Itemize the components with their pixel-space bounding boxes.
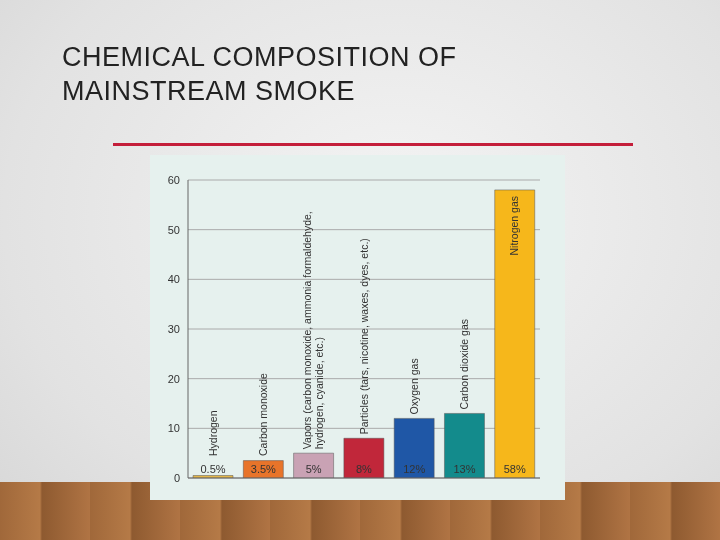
svg-text:3.5%: 3.5% bbox=[251, 463, 276, 475]
svg-text:0.5%: 0.5% bbox=[200, 463, 225, 475]
svg-text:Carbon dioxide gas: Carbon dioxide gas bbox=[458, 319, 470, 409]
svg-text:10: 10 bbox=[168, 422, 180, 434]
svg-text:Carbon monoxide: Carbon monoxide bbox=[257, 373, 269, 456]
svg-text:13%: 13% bbox=[453, 463, 475, 475]
svg-text:58%: 58% bbox=[504, 463, 526, 475]
svg-text:Vapors (carbon monoxide, ammon: Vapors (carbon monoxide, ammonia formald… bbox=[301, 211, 313, 449]
svg-text:40: 40 bbox=[168, 273, 180, 285]
svg-text:hydrogen, cyanide, etc.): hydrogen, cyanide, etc.) bbox=[313, 337, 325, 449]
svg-text:12%: 12% bbox=[403, 463, 425, 475]
svg-text:60: 60 bbox=[168, 174, 180, 186]
svg-text:0: 0 bbox=[174, 472, 180, 484]
svg-text:Nitrogen gas: Nitrogen gas bbox=[508, 196, 520, 256]
svg-text:Oxygen gas: Oxygen gas bbox=[408, 358, 420, 414]
svg-text:30: 30 bbox=[168, 323, 180, 335]
svg-text:Particles (tars, nicotine, wax: Particles (tars, nicotine, waxes, dyes, … bbox=[358, 238, 370, 434]
svg-text:20: 20 bbox=[168, 373, 180, 385]
html-text:CHEMICAL COMPOSITION OF MAINST: CHEMICAL COMPOSITION OF MAINSTREAM SMOKE bbox=[62, 42, 457, 106]
svg-text:5%: 5% bbox=[306, 463, 322, 475]
svg-text:50: 50 bbox=[168, 224, 180, 236]
svg-text:8%: 8% bbox=[356, 463, 372, 475]
svg-text:Hydrogen: Hydrogen bbox=[207, 410, 219, 456]
